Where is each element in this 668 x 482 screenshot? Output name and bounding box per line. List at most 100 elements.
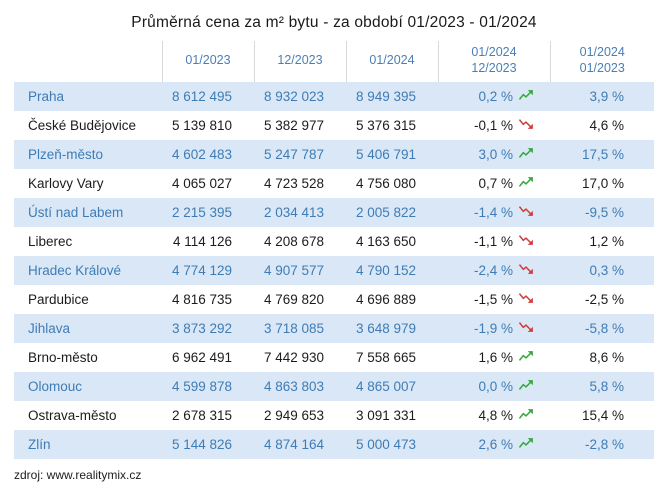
- header-row: 01/2023 12/2023 01/2024 01/2024 12/2023 …: [14, 41, 654, 82]
- trend-down-icon: [518, 263, 533, 274]
- header-col-change-month: 01/2024 12/2023: [437, 41, 550, 82]
- header-col-dec2023: 12/2023: [253, 41, 346, 82]
- header-change-month-top: 01/2024: [471, 45, 517, 59]
- header-change-month-bottom: 12/2023: [471, 61, 517, 76]
- trend-icon-wrap: [518, 118, 534, 133]
- price-value-cell: 7 558 665: [355, 349, 416, 365]
- price-value-cell: 4 816 735: [171, 291, 232, 307]
- price-value-cell: 2 005 822: [355, 204, 416, 220]
- trend-down-icon: [518, 234, 533, 245]
- table-body: Praha 8 612 495 8 932 023 8 949 395 0,2 % 3,9…: [14, 81, 654, 459]
- change-year-cell: -2,8 %: [584, 436, 624, 452]
- header-change-year-bottom: 01/2023: [579, 61, 625, 76]
- change-month-value: 0,0 %: [478, 378, 513, 394]
- city-cell: Liberec: [28, 233, 73, 249]
- header-change-year-top: 01/2024: [579, 45, 625, 59]
- price-value-cell: 5 406 791: [355, 146, 416, 162]
- change-month-cell: 2,6 %: [438, 430, 550, 459]
- trend-icon-wrap: [518, 379, 534, 394]
- change-year-cell: 5,8 %: [589, 378, 624, 394]
- change-month-value: 1,6 %: [478, 349, 513, 365]
- change-month-cell: -1,4 %: [438, 198, 550, 227]
- change-month-cell: 4,8 %: [438, 401, 550, 430]
- price-value-cell: 3 718 085: [263, 320, 324, 336]
- city-cell: Hradec Králové: [28, 262, 122, 278]
- price-table: 01/2023 12/2023 01/2024 01/2024 12/2023 …: [14, 41, 654, 459]
- trend-up-icon: [518, 350, 533, 361]
- change-month-cell: -1,1 %: [438, 227, 550, 256]
- city-cell: Jihlava: [28, 320, 71, 336]
- city-cell: Praha: [28, 88, 65, 104]
- price-value-cell: 3 873 292: [171, 320, 232, 336]
- city-cell: Ústí nad Labem: [28, 204, 124, 220]
- change-month-cell: 0,0 %: [438, 372, 550, 401]
- table-row: Plzeň-město 4 602 483 5 247 787 5 406 791 3,…: [14, 139, 654, 169]
- table-row: Ostrava-město 2 678 315 2 949 653 3 091 331…: [14, 401, 654, 430]
- price-value-cell: 8 949 395: [355, 88, 416, 104]
- city-cell: Zlín: [28, 436, 51, 452]
- price-value-cell: 5 382 977: [263, 117, 324, 133]
- city-cell: Ostrava-město: [28, 407, 117, 423]
- change-month-value: -1,9 %: [473, 320, 513, 336]
- trend-up-icon: [518, 408, 533, 419]
- table-row: Brno-město 6 962 491 7 442 930 7 558 665 1,6…: [14, 343, 654, 372]
- price-value-cell: 4 907 577: [263, 262, 324, 278]
- price-value-cell: 5 139 810: [171, 117, 232, 133]
- trend-icon-wrap: [518, 176, 534, 191]
- trend-up-icon: [518, 147, 533, 158]
- change-month-cell: -1,9 %: [438, 314, 550, 343]
- change-month-value: -2,4 %: [473, 262, 513, 278]
- price-value-cell: 6 962 491: [171, 349, 232, 365]
- change-year-cell: 17,0 %: [581, 175, 624, 191]
- trend-up-icon: [518, 379, 533, 390]
- change-month-value: -1,5 %: [473, 291, 513, 307]
- table-row: Hradec Králové 4 774 129 4 907 577 4 790 15…: [14, 255, 654, 285]
- trend-icon-wrap: [518, 292, 534, 307]
- price-value-cell: 3 091 331: [355, 407, 416, 423]
- table-row: Liberec 4 114 126 4 208 678 4 163 650 -1,1 %…: [14, 227, 654, 256]
- change-year-cell: 15,4 %: [581, 407, 624, 423]
- price-value-cell: 7 442 930: [263, 349, 324, 365]
- trend-up-icon: [518, 437, 533, 448]
- price-value-cell: 4 865 007: [355, 378, 416, 394]
- price-value-cell: 2 215 395: [171, 204, 232, 220]
- price-value-cell: 8 612 495: [171, 88, 232, 104]
- city-cell: České Budějovice: [28, 117, 137, 133]
- trend-icon-wrap: [518, 350, 534, 365]
- price-value-cell: 5 144 826: [171, 436, 232, 452]
- source-note: zdroj: www.realitymix.cz: [14, 467, 142, 482]
- price-value-cell: 4 756 080: [355, 175, 416, 191]
- change-year-cell: 3,9 %: [589, 88, 624, 104]
- table-row: Karlovy Vary 4 065 027 4 723 528 4 756 080 0…: [14, 169, 654, 198]
- city-cell: Brno-město: [28, 349, 98, 365]
- change-month-value: -0,1 %: [473, 117, 513, 133]
- trend-down-icon: [518, 321, 533, 332]
- price-value-cell: 4 723 528: [263, 175, 324, 191]
- table-row: Jihlava 3 873 292 3 718 085 3 648 979 -1,9 %…: [14, 313, 654, 343]
- price-value-cell: 8 932 023: [263, 88, 324, 104]
- price-value-cell: 2 949 653: [263, 407, 324, 423]
- price-value-cell: 4 602 483: [171, 146, 232, 162]
- price-value-cell: 4 696 889: [355, 291, 416, 307]
- price-value-cell: 3 648 979: [355, 320, 416, 336]
- change-month-value: 2,6 %: [478, 436, 513, 452]
- price-value-cell: 5 000 473: [355, 436, 416, 452]
- change-month-value: 0,7 %: [478, 175, 513, 191]
- table-row: České Budějovice 5 139 810 5 382 977 5 376 …: [14, 111, 654, 140]
- city-cell: Olomouc: [28, 378, 83, 394]
- trend-icon-wrap: [518, 437, 534, 452]
- table-row: Zlín 5 144 826 4 874 164 5 000 473 2,6 % -2,8…: [14, 429, 654, 459]
- trend-icon-wrap: [518, 408, 534, 423]
- change-month-value: 4,8 %: [478, 407, 513, 423]
- city-cell: Pardubice: [28, 291, 89, 307]
- trend-icon-wrap: [518, 234, 534, 249]
- price-value-cell: 5 247 787: [263, 146, 324, 162]
- table-row: Ústí nad Labem 2 215 395 2 034 413 2 005 82…: [14, 197, 654, 227]
- change-month-value: -1,1 %: [473, 233, 513, 249]
- table-row: Pardubice 4 816 735 4 769 820 4 696 889 -1,5…: [14, 285, 654, 314]
- price-value-cell: 4 163 650: [355, 233, 416, 249]
- trend-icon-wrap: [518, 321, 534, 336]
- trend-down-icon: [518, 118, 533, 129]
- price-value-cell: 4 790 152: [355, 262, 416, 278]
- change-year-cell: 1,2 %: [589, 233, 624, 249]
